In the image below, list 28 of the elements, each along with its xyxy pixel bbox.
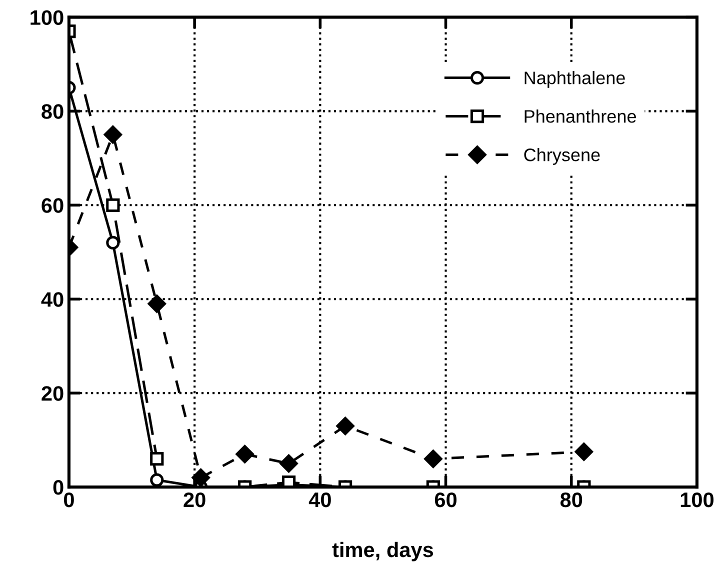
point	[574, 442, 594, 461]
x-tick-label: 80	[560, 492, 582, 508]
point	[192, 468, 210, 487]
x-tick-label: 100	[680, 492, 714, 508]
x-tick-label: 20	[184, 492, 206, 508]
y-tick-label: 100	[30, 10, 64, 25]
point	[280, 454, 298, 473]
x-tick-label: 0	[64, 492, 74, 508]
legend-label: Naphthalene	[524, 71, 625, 88]
x-axis-title: time, days	[332, 542, 434, 562]
x-tick-label: 40	[308, 492, 331, 508]
y-tick-label: 80	[42, 104, 64, 119]
point	[104, 126, 122, 144]
point	[236, 445, 254, 464]
x-tick-label: 60	[434, 492, 456, 508]
y-tick-label: 0	[53, 480, 64, 495]
y-tick-label: 20	[42, 386, 64, 401]
point	[336, 416, 354, 436]
legend-label: Phenanthrene	[524, 110, 636, 123]
y-tick-label: 40	[41, 292, 64, 307]
point	[150, 473, 164, 487]
legend-label: Chrysene	[524, 148, 600, 165]
point	[150, 452, 164, 466]
y-tick-label: 60	[42, 198, 64, 213]
point	[424, 450, 442, 468]
point	[106, 236, 120, 250]
point	[148, 294, 166, 313]
point	[106, 198, 120, 212]
